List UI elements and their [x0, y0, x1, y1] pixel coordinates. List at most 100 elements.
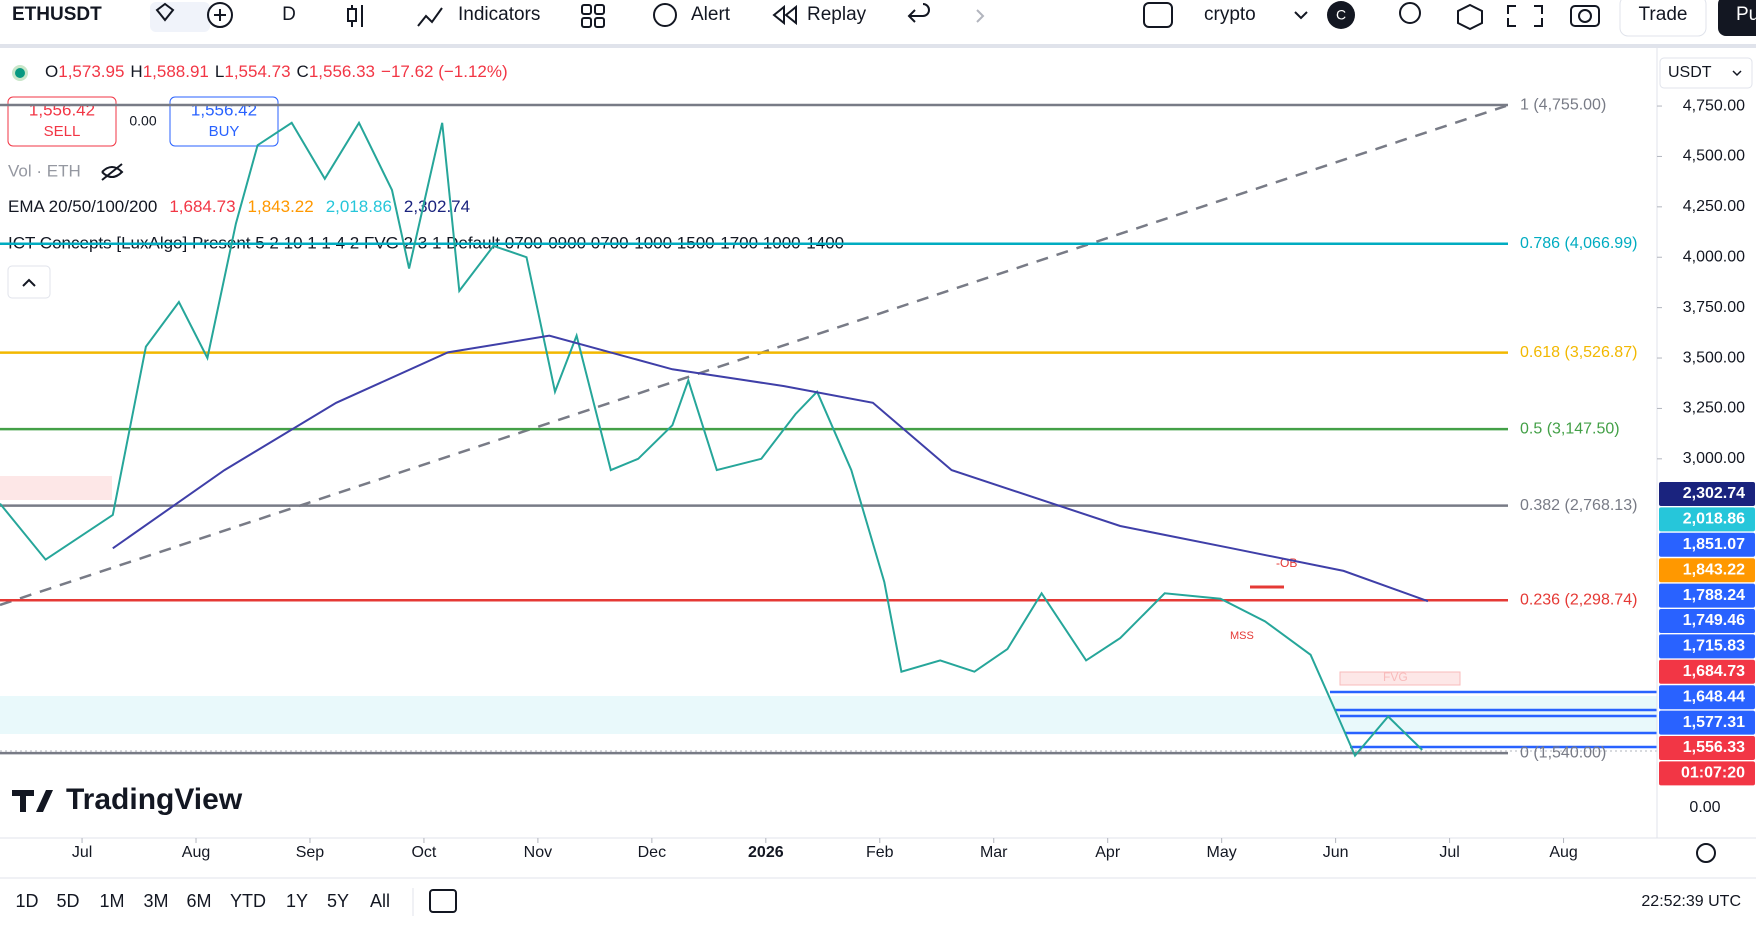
compare-icon[interactable] — [155, 2, 175, 22]
avatar-bg[interactable] — [1327, 1, 1355, 29]
fullscreen-icon[interactable] — [1507, 5, 1543, 27]
ohlc-value: 1,556.33 — [309, 62, 375, 81]
price-tag-label: 1,684.73 — [1683, 663, 1745, 680]
price-tag-label: 01:07:20 — [1681, 765, 1745, 782]
mss-label: MSS — [1230, 630, 1254, 642]
price-tag — [1659, 583, 1755, 608]
fib-label: 0 (1,540.00) — [1520, 744, 1606, 761]
snapshot-lens — [1578, 9, 1592, 23]
y-tick-label: 4,500.00 — [1683, 148, 1745, 165]
templates-icon — [594, 17, 605, 28]
ob-zone — [0, 476, 112, 500]
y-tick-label: 3,250.00 — [1683, 400, 1745, 417]
layout-icon[interactable] — [1143, 2, 1173, 28]
sell-button[interactable] — [7, 96, 117, 147]
range-button[interactable]: 6M — [186, 891, 211, 911]
currency-dropdown — [1732, 70, 1742, 77]
settings-icon[interactable] — [1457, 3, 1483, 31]
ohlc-legend: O1,573.95 H1,588.91 L1,554.73 C1,556.33 −17.… — [45, 62, 508, 81]
range-button[interactable]: 3M — [143, 891, 168, 911]
add-symbol-plus — [214, 9, 226, 21]
alert-button[interactable]: Alert — [691, 4, 731, 25]
ema-legend: EMA 20/50/100/200 1,684.73 1,843.22 2,018.8… — [8, 197, 470, 216]
range-button[interactable]: 1Y — [286, 891, 308, 911]
range-button[interactable]: 1M — [99, 891, 124, 911]
toolbar-bg — [0, 0, 1756, 46]
trend-line — [0, 104, 1507, 607]
x-tick-label: Mar — [980, 844, 1008, 861]
ohlc-key: C — [297, 62, 309, 81]
undo-icon[interactable] — [907, 3, 930, 23]
chart-type-candle — [347, 8, 357, 22]
replay-button[interactable]: Replay — [807, 4, 867, 25]
price-tag-label: 1,556.33 — [1683, 739, 1745, 756]
avatar[interactable]: C — [1336, 7, 1346, 23]
x-tick-label: May — [1207, 844, 1237, 861]
volume-legend: Vol · ETH — [8, 161, 81, 180]
sell-price[interactable]: 1,556.42 — [29, 100, 95, 119]
price-tag — [1659, 710, 1755, 735]
sell-label[interactable]: SELL — [44, 123, 81, 140]
x-tick-label: Jul — [72, 844, 92, 861]
symbol[interactable]: ETHUSDT — [12, 4, 102, 25]
ema-value: 1,684.73 — [169, 197, 235, 216]
interval[interactable]: D — [282, 4, 296, 25]
y-tick-label: 4,750.00 — [1683, 97, 1745, 114]
time-axis-settings[interactable] — [1696, 843, 1716, 863]
layout-name[interactable]: crypto — [1204, 4, 1256, 25]
templates-icon[interactable] — [581, 4, 592, 15]
ohlc-key: L — [215, 62, 224, 81]
indicators-button[interactable]: Indicators — [458, 4, 540, 25]
x-tick-label: Apr — [1095, 844, 1121, 861]
hide-volume-icon[interactable] — [101, 163, 124, 181]
fib-label: 0.5 (3,147.50) — [1520, 420, 1620, 437]
clock: 22:52:39 UTC — [1641, 893, 1741, 910]
collapse-legend[interactable] — [7, 265, 51, 299]
add-symbol-icon[interactable] — [207, 2, 233, 28]
price-tag — [1659, 482, 1755, 506]
status-dot — [15, 68, 25, 78]
price-line — [0, 120, 1423, 758]
price-tag — [1659, 685, 1755, 710]
buy-button[interactable] — [169, 96, 279, 147]
price-tag-label: 1,577.31 — [1683, 714, 1745, 731]
fib-label: 0.618 (3,526.87) — [1520, 344, 1637, 361]
price-tag-label: 1,788.24 — [1683, 587, 1745, 604]
range-button[interactable]: 5Y — [327, 891, 349, 911]
range-button[interactable]: YTD — [230, 891, 266, 911]
price-tag — [1659, 609, 1755, 633]
symbol-search-bg[interactable] — [150, 2, 210, 32]
trade-button[interactable] — [1619, 0, 1707, 37]
price-tag-label: 1,843.22 — [1683, 561, 1745, 578]
price-tag-label: 1,648.44 — [1683, 688, 1745, 705]
range-button[interactable]: All — [370, 891, 390, 911]
publish-button[interactable] — [1718, 0, 1756, 36]
ob-levels — [1330, 690, 1657, 749]
buy-label[interactable]: BUY — [209, 123, 240, 140]
publish-label[interactable]: Pu — [1736, 4, 1756, 25]
trade-label[interactable]: Trade — [1639, 4, 1688, 25]
x-tick-label: Jul — [1439, 844, 1459, 861]
ema-value: 1,843.22 — [248, 197, 314, 216]
price-tag-label: 1,715.83 — [1683, 638, 1745, 655]
currency-select[interactable] — [1659, 57, 1753, 89]
quick-search-icon[interactable] — [1399, 2, 1421, 24]
snapshot-icon[interactable] — [1570, 5, 1600, 27]
alert-icon[interactable] — [653, 3, 677, 27]
range-button[interactable]: 1D — [15, 891, 38, 911]
replay-icon[interactable] — [772, 4, 797, 26]
y-tick-label: 3,000.00 — [1683, 450, 1745, 467]
spread: 0.00 — [129, 113, 156, 129]
ohlc-key: H — [130, 62, 142, 81]
goto-date-icon[interactable] — [429, 889, 457, 913]
range-button[interactable]: 5D — [56, 891, 79, 911]
indicators-icon[interactable] — [417, 7, 443, 27]
x-tick-label: Aug — [182, 844, 210, 861]
redo-icon[interactable] — [976, 9, 985, 23]
buy-price[interactable]: 1,556.42 — [191, 100, 257, 119]
layout-dropdown[interactable] — [1294, 11, 1308, 20]
price-tag-label: 2,302.74 — [1683, 485, 1745, 502]
currency[interactable]: USDT — [1668, 64, 1712, 81]
price-tag — [1659, 532, 1755, 557]
